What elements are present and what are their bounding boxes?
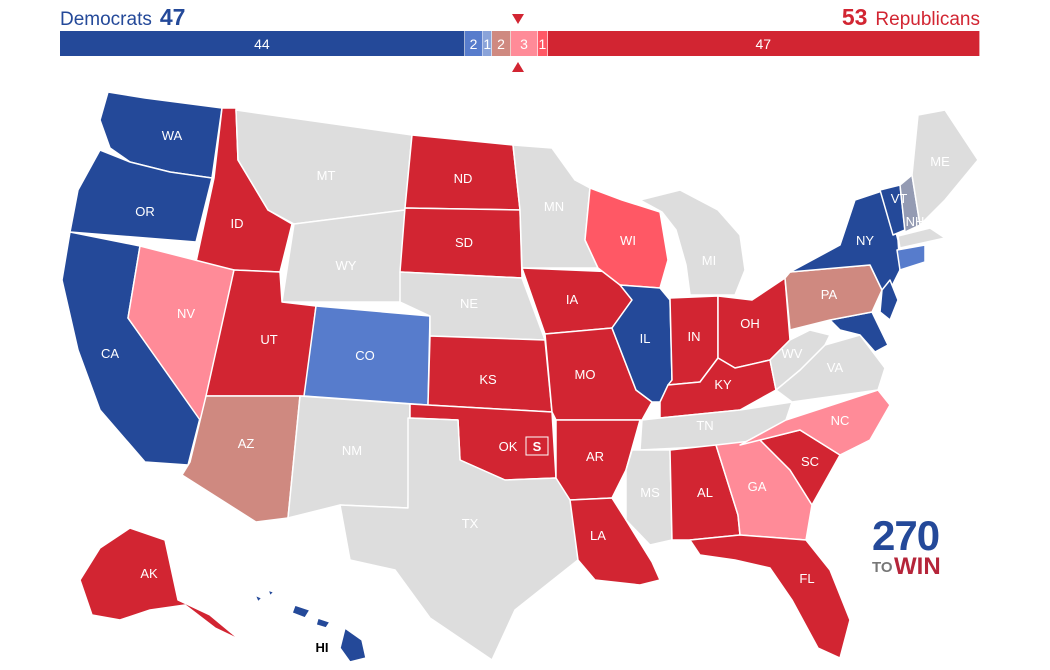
republicans-header: 53 Republicans	[842, 4, 980, 31]
state-WY[interactable]	[281, 209, 406, 303]
state-IL[interactable]	[611, 284, 673, 403]
state-TX[interactable]	[339, 417, 579, 661]
state-FL[interactable]	[689, 534, 851, 659]
democrats-total: 47	[159, 4, 186, 30]
label-IL: IL	[640, 331, 651, 346]
label-NY: NY	[856, 233, 874, 248]
state-NJ[interactable]	[879, 279, 899, 321]
state-HI[interactable]	[339, 627, 367, 663]
label-KS: KS	[479, 372, 497, 387]
democrats-label: Democrats	[60, 9, 152, 30]
270towin-logo: 270 TO WIN	[872, 512, 941, 581]
label-IA: IA	[566, 292, 579, 307]
state-MI[interactable]	[639, 189, 746, 296]
label-SD: SD	[455, 235, 473, 250]
label-OR: OR	[135, 204, 155, 219]
state-HI-islands	[254, 589, 331, 629]
label-KY: KY	[714, 377, 732, 392]
label-HI: HI	[316, 640, 329, 655]
label-MT: MT	[317, 168, 336, 183]
label-NV: NV	[177, 306, 195, 321]
label-ID: ID	[231, 216, 244, 231]
bar-segment: 3	[510, 31, 539, 56]
bar-segment: 2	[492, 31, 511, 56]
state-CT[interactable]	[896, 244, 926, 271]
us-senate-map: WA OR CA ID NV MT WY UT AZ CO NM ND SD N…	[61, 91, 979, 663]
label-NC: NC	[831, 413, 850, 428]
state-AK[interactable]	[79, 527, 241, 641]
label-TX: TX	[462, 516, 479, 531]
label-AZ: AZ	[238, 436, 255, 451]
label-WV: WV	[782, 346, 803, 361]
label-NM: NM	[342, 443, 362, 458]
state-MA[interactable]	[897, 227, 946, 249]
bar-segment: 47	[547, 31, 980, 56]
label-AK: AK	[140, 566, 158, 581]
bar-segment: 2	[464, 31, 484, 56]
special-election-box	[525, 436, 549, 456]
label-IN: IN	[688, 329, 701, 344]
majority-marker-top-icon	[512, 14, 524, 24]
label-ME: ME	[930, 154, 950, 169]
label-AL: AL	[697, 485, 713, 500]
label-special-election: S	[533, 439, 542, 454]
label-NH: NH	[906, 214, 925, 229]
label-UT: UT	[260, 332, 277, 347]
label-SC: SC	[801, 454, 819, 469]
label-ND: ND	[454, 171, 473, 186]
state-OR[interactable]	[69, 149, 213, 243]
republicans-label: Republicans	[875, 9, 980, 30]
label-CA: CA	[101, 346, 119, 361]
democrats-header: Democrats 47	[60, 4, 185, 31]
label-NE: NE	[460, 296, 478, 311]
state-WV[interactable]	[769, 329, 831, 391]
majority-marker-bottom-icon	[512, 62, 524, 72]
label-FL: FL	[799, 571, 814, 586]
bar-segment: 1	[538, 31, 548, 56]
label-PA: PA	[821, 287, 838, 302]
label-AR: AR	[586, 449, 604, 464]
state-LA[interactable]	[569, 497, 661, 586]
label-MN: MN	[544, 199, 564, 214]
logo-270: 270	[872, 512, 940, 559]
label-GA: GA	[748, 479, 767, 494]
label-MI: MI	[702, 253, 716, 268]
label-OH: OH	[740, 316, 760, 331]
state-ME[interactable]	[911, 109, 979, 226]
label-VA: VA	[827, 360, 844, 375]
bar-segment: 1	[483, 31, 493, 56]
state-NC[interactable]	[739, 389, 891, 456]
seat-balance-bar: 44 2 1 2 3 1 47	[60, 31, 980, 56]
logo-win: WIN	[894, 553, 941, 580]
label-MO: MO	[575, 367, 596, 382]
state-TN[interactable]	[639, 401, 793, 451]
bar-segment: 44	[60, 31, 465, 56]
label-CO: CO	[355, 348, 375, 363]
label-TN: TN	[696, 418, 713, 433]
label-LA: LA	[590, 528, 606, 543]
label-WI: WI	[620, 233, 636, 248]
label-VT: VT	[891, 191, 908, 206]
label-MS: MS	[640, 485, 660, 500]
republicans-total: 53	[841, 4, 868, 30]
logo-to: TO	[872, 559, 893, 576]
label-OK: OK	[499, 439, 518, 454]
label-WY: WY	[336, 258, 357, 273]
label-WA: WA	[162, 128, 183, 143]
